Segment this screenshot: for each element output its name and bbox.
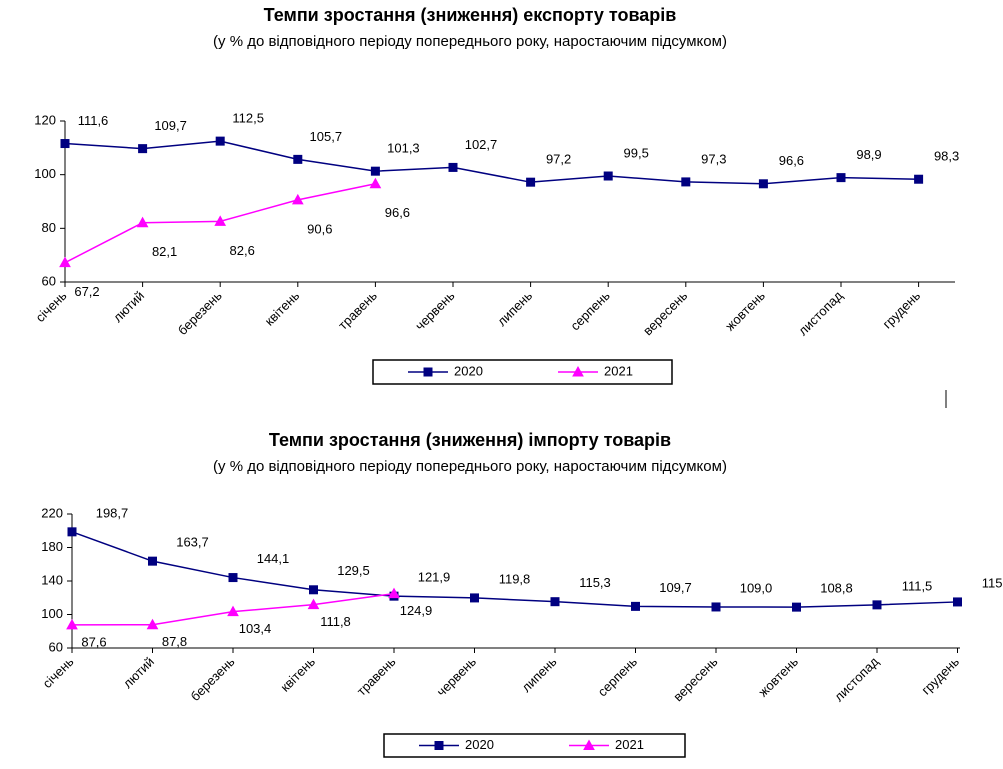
data-point: [872, 600, 882, 610]
data-label: 98,9: [856, 147, 881, 162]
data-point: [369, 177, 382, 189]
data-point: [66, 618, 78, 630]
data-label: 112,5: [232, 111, 264, 126]
data-point: [214, 215, 227, 226]
data-point: [227, 605, 239, 617]
data-label: 97,2: [546, 152, 571, 167]
data-label: 67,2: [74, 284, 99, 299]
data-point: [291, 193, 304, 205]
data-point: [914, 174, 924, 184]
chart-subtitle: (у % до відповідного періоду попередньог…: [213, 458, 727, 475]
data-point: [138, 144, 148, 154]
y-tick-label: 60: [49, 639, 63, 654]
data-point: [370, 166, 380, 176]
legend-label: 2020: [465, 737, 494, 752]
data-point: [792, 602, 801, 612]
y-tick-label: 100: [41, 606, 63, 621]
data-label: 111,8: [320, 614, 351, 629]
chart-title: Темпи зростання (зниження) експорту това…: [264, 5, 677, 25]
data-point: [470, 593, 479, 603]
data-label: 115,0: [982, 575, 1003, 590]
data-label: 111,6: [78, 113, 109, 128]
data-point: [293, 154, 303, 164]
legend-label: 2021: [604, 363, 633, 378]
legend-marker: [434, 741, 444, 750]
chart-title: Темпи зростання (зниження) імпорту товар…: [269, 430, 671, 450]
data-point: [631, 601, 640, 611]
data-point: [681, 177, 691, 187]
data-label: 105,7: [310, 129, 343, 144]
y-tick-label: 140: [41, 572, 63, 587]
data-label: 144,1: [257, 551, 290, 566]
data-label: 97,3: [701, 151, 726, 166]
data-label: 115,3: [579, 575, 611, 590]
data-label: 101,3: [387, 141, 420, 156]
data-point: [526, 177, 536, 187]
data-point: [307, 598, 320, 610]
y-tick-label: 180: [41, 539, 63, 554]
legend-label: 2020: [454, 363, 483, 378]
data-label: 98,3: [934, 149, 959, 164]
data-label: 121,9: [418, 570, 451, 585]
y-tick-label: 220: [41, 505, 63, 520]
data-label: 96,6: [779, 153, 804, 168]
legend-marker: [423, 367, 433, 377]
data-label: 198,7: [96, 505, 129, 520]
series-line: [64, 140, 919, 185]
data-point: [758, 179, 768, 189]
data-label: 111,5: [902, 578, 933, 593]
series-line: [71, 531, 958, 608]
data-label: 119,8: [499, 571, 531, 586]
data-point: [60, 139, 70, 149]
chart-subtitle: (у % до відповідного періоду попередньог…: [213, 33, 727, 50]
data-label: 90,6: [307, 221, 332, 236]
data-point: [148, 556, 157, 566]
data-label: 99,5: [624, 145, 649, 160]
data-label: 109,0: [740, 580, 773, 595]
data-label: 163,7: [176, 535, 209, 550]
data-point: [228, 573, 238, 583]
data-label: 96,6: [385, 205, 410, 220]
y-tick-label: 120: [34, 112, 56, 127]
data-point: [136, 216, 149, 228]
data-point: [550, 597, 560, 607]
y-tick-label: 60: [42, 273, 56, 288]
data-point: [603, 171, 613, 181]
legend-label: 2021: [615, 737, 644, 752]
data-label: 87,6: [81, 634, 106, 649]
data-point: [953, 597, 962, 607]
y-tick-label: 100: [34, 166, 56, 181]
data-label: 129,5: [337, 563, 370, 578]
data-point: [59, 256, 71, 268]
data-point: [67, 527, 77, 537]
data-label: 124,9: [400, 603, 433, 618]
data-label: 109,7: [154, 118, 187, 133]
y-tick-label: 80: [42, 220, 56, 235]
legend-marker: [583, 739, 595, 750]
data-label: 108,8: [820, 581, 853, 596]
data-point: [836, 173, 846, 183]
data-point: [711, 602, 721, 612]
data-label: 82,1: [152, 244, 177, 259]
data-label: 109,7: [659, 580, 692, 595]
legend-marker: [572, 365, 584, 377]
data-point: [309, 585, 318, 595]
data-point: [388, 587, 400, 599]
data-label: 102,7: [465, 137, 498, 152]
data-point: [215, 136, 225, 146]
data-label: 82,6: [230, 243, 255, 258]
data-point: [448, 162, 458, 172]
data-label: 103,4: [239, 621, 272, 636]
data-point: [146, 618, 159, 630]
data-label: 87,8: [162, 634, 187, 649]
legend-box: [383, 733, 686, 758]
